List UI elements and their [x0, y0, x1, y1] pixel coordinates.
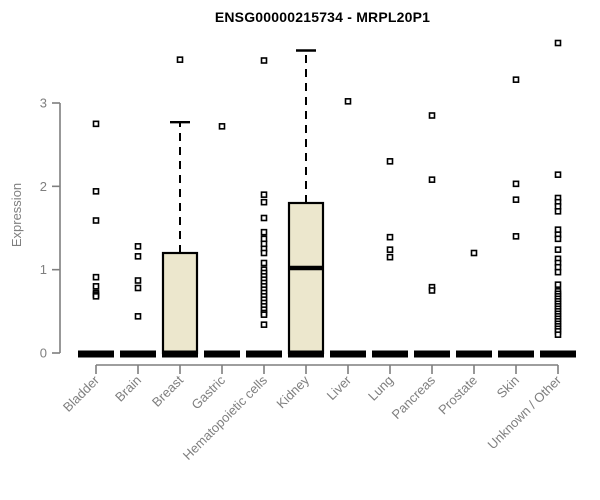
outlier-point-Lung	[386, 158, 394, 165]
outlier-point-Bladder	[92, 217, 100, 224]
zero-median-bar-Prostate	[456, 350, 492, 358]
zero-median-bar-Breast	[162, 350, 198, 358]
outlier-point-Skin	[512, 196, 520, 203]
zero-median-bar-Gastric	[204, 350, 240, 358]
outlier-point-Hematopoietic cells	[260, 214, 268, 222]
outlier-point-Hematopoietic cells	[260, 321, 268, 328]
outlier-point-Bladder	[92, 188, 100, 195]
outlier-point-Bladder	[92, 293, 100, 300]
outlier-point-Bladder	[92, 283, 100, 290]
x-tick-label-kidney: Kidney	[273, 372, 312, 411]
outlier-point-Unknown / Other	[554, 281, 562, 288]
outlier-point-Lung	[386, 233, 394, 241]
outlier-point-Lung	[386, 253, 394, 261]
y-tick-label: 0	[40, 346, 47, 361]
outlier-point-Lung	[386, 246, 394, 253]
y-tick-label: 3	[40, 96, 47, 111]
outlier-point-Bladder	[92, 273, 100, 281]
zero-median-bar-Skin	[498, 350, 534, 358]
outlier-point-Brain	[134, 243, 142, 250]
outlier-point-Brain	[134, 284, 142, 292]
x-tick-label-liver: Liver	[324, 372, 355, 403]
x-tick-label-unknown-other: Unknown / Other	[485, 372, 565, 452]
outlier-point-Gastric	[218, 123, 226, 130]
outlier-point-Unknown / Other	[554, 268, 562, 276]
outlier-point-Skin	[512, 233, 520, 240]
x-tick-label-gastric: Gastric	[188, 372, 228, 412]
chart-title: ENSG00000215734 - MRPL20P1	[214, 9, 431, 25]
outlier-point-Unknown / Other	[554, 331, 562, 338]
x-tick-label-bladder: Bladder	[60, 372, 103, 415]
x-tick-label-brain: Brain	[112, 373, 144, 405]
x-tick-label-prostate: Prostate	[435, 373, 480, 418]
zero-median-bar-Hematopoietic cells	[246, 350, 282, 358]
outlier-point-Hematopoietic cells	[260, 249, 268, 257]
x-tick-label-skin: Skin	[494, 373, 522, 401]
x-tick-label-breast: Breast	[149, 372, 186, 409]
outlier-point-Prostate	[470, 249, 478, 257]
outlier-point-Skin	[512, 76, 520, 83]
x-tick-label-lung: Lung	[365, 373, 396, 404]
outlier-point-Hematopoietic cells	[260, 259, 268, 267]
outlier-point-Brain	[134, 277, 142, 284]
zero-median-bar-Bladder	[78, 350, 114, 358]
outlier-point-Pancreas	[428, 176, 436, 183]
x-tick-label-pancreas: Pancreas	[389, 372, 439, 422]
outlier-point-Breast	[176, 56, 184, 63]
outlier-point-Unknown / Other	[554, 171, 562, 178]
zero-median-bar-Lung	[372, 350, 408, 358]
zero-median-bar-Pancreas	[414, 350, 450, 358]
outlier-point-Skin	[512, 180, 520, 188]
box-Breast	[161, 251, 199, 355]
outlier-point-Unknown / Other	[554, 208, 562, 215]
outlier-point-Bladder	[92, 120, 100, 128]
outlier-point-Unknown / Other	[554, 246, 562, 253]
outlier-point-Hematopoietic cells	[260, 311, 268, 318]
y-tick-label: 1	[40, 262, 47, 277]
zero-median-bar-Brain	[120, 350, 156, 358]
outlier-point-Brain	[134, 253, 142, 260]
zero-median-bar-Unknown / Other	[540, 350, 576, 358]
outlier-point-Brain	[134, 313, 142, 320]
outlier-point-Unknown / Other	[554, 39, 562, 47]
outlier-point-Unknown / Other	[554, 235, 562, 243]
outlier-point-Hematopoietic cells	[260, 57, 268, 64]
zero-median-bar-Kidney	[288, 350, 324, 358]
outlier-point-Liver	[344, 98, 352, 105]
outlier-point-Pancreas	[428, 112, 436, 119]
box-Kidney	[287, 201, 325, 355]
y-tick-label: 2	[40, 179, 47, 194]
outlier-point-Hematopoietic cells	[260, 191, 268, 198]
zero-median-bar-Liver	[330, 350, 366, 358]
outlier-point-Pancreas	[428, 287, 436, 294]
outlier-point-Hematopoietic cells	[260, 228, 268, 236]
outlier-point-Hematopoietic cells	[260, 198, 268, 206]
